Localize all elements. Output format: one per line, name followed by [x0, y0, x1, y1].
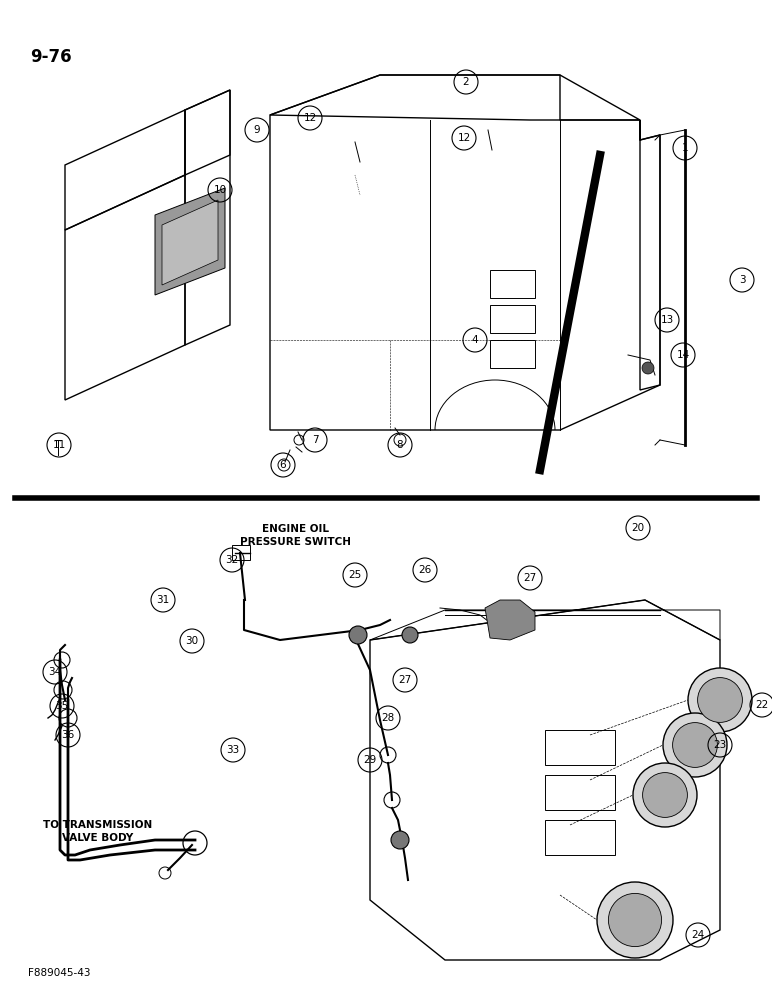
Text: 34: 34: [49, 667, 62, 677]
Text: 9-76: 9-76: [30, 48, 72, 66]
Text: 12: 12: [457, 133, 471, 143]
Text: 23: 23: [713, 740, 726, 750]
Text: 7: 7: [312, 435, 318, 445]
Text: 27: 27: [523, 573, 537, 583]
Circle shape: [633, 763, 697, 827]
Text: 29: 29: [364, 755, 377, 765]
Text: 32: 32: [225, 555, 239, 565]
Text: F889045-43: F889045-43: [28, 968, 90, 978]
Text: 24: 24: [692, 930, 705, 940]
Text: 25: 25: [348, 570, 361, 580]
Circle shape: [698, 678, 743, 722]
Bar: [232, 545, 250, 560]
Polygon shape: [155, 188, 225, 295]
Bar: [490, 340, 535, 368]
Circle shape: [663, 713, 727, 777]
Circle shape: [349, 626, 367, 644]
Circle shape: [672, 723, 717, 767]
Text: ENGINE OIL
PRESSURE SWITCH: ENGINE OIL PRESSURE SWITCH: [239, 524, 350, 547]
Bar: [490, 270, 535, 298]
Text: 36: 36: [62, 730, 75, 740]
Text: 35: 35: [56, 701, 69, 711]
Bar: [545, 730, 615, 765]
Circle shape: [642, 773, 687, 817]
Circle shape: [688, 668, 752, 732]
Text: 30: 30: [185, 636, 198, 646]
Text: 28: 28: [381, 713, 394, 723]
Text: 20: 20: [631, 523, 645, 533]
Text: 11: 11: [52, 440, 66, 450]
Polygon shape: [162, 200, 218, 285]
Text: 33: 33: [226, 745, 239, 755]
Circle shape: [402, 627, 418, 643]
Text: 1: 1: [682, 143, 689, 153]
Circle shape: [642, 362, 654, 374]
Text: 8: 8: [397, 440, 403, 450]
Text: 26: 26: [418, 565, 432, 575]
Circle shape: [391, 831, 409, 849]
Text: 10: 10: [213, 185, 226, 195]
Text: 3: 3: [739, 275, 745, 285]
Circle shape: [597, 882, 673, 958]
Text: 6: 6: [279, 460, 286, 470]
Bar: [545, 775, 615, 810]
Circle shape: [608, 893, 662, 947]
Bar: [490, 305, 535, 333]
Text: 4: 4: [472, 335, 479, 345]
Text: 13: 13: [660, 315, 674, 325]
Text: 27: 27: [398, 675, 411, 685]
Text: 12: 12: [303, 113, 317, 123]
Bar: [545, 820, 615, 855]
Text: 2: 2: [462, 77, 469, 87]
Text: 31: 31: [157, 595, 170, 605]
Text: TO TRANSMISSION
VALVE BODY: TO TRANSMISSION VALVE BODY: [43, 820, 153, 843]
Text: 14: 14: [676, 350, 689, 360]
Text: 22: 22: [755, 700, 769, 710]
Text: 9: 9: [254, 125, 260, 135]
Polygon shape: [485, 600, 535, 640]
